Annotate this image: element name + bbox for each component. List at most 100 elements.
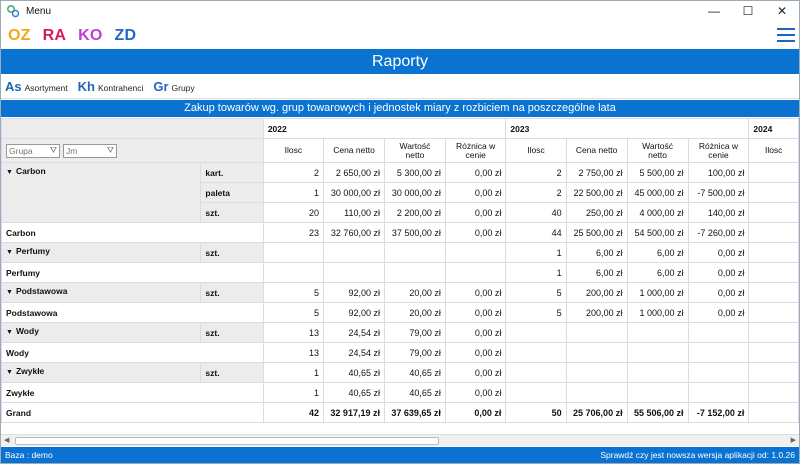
group-header-cell[interactable]: ▼ Podstawowa	[1, 282, 202, 303]
expand-toggle-icon[interactable]: ▼	[6, 289, 13, 296]
value-cell: 22 500,00 zł	[565, 182, 628, 203]
column-header-2[interactable]: Cena netto	[565, 138, 628, 163]
toolbar-kontrahenci-label: Kontrahenci	[97, 83, 144, 93]
column-header-4[interactable]: Różnica w cenie	[444, 138, 507, 163]
column-header-3[interactable]: Wartość netto	[383, 138, 446, 163]
value-cell	[565, 382, 628, 403]
value-cell: 24,54 zł	[323, 322, 385, 343]
value-cell: -7 500,00 zł	[687, 182, 750, 203]
group-name: Podstawowa	[15, 286, 68, 296]
value-cell: 20	[262, 202, 325, 223]
value-cell: 5	[262, 302, 325, 323]
value-cell: 0,00 zł	[444, 282, 507, 303]
value-cell: 0,00 zł	[687, 302, 750, 323]
group-header-cell[interactable]: ▼ Wody	[1, 322, 202, 343]
scrollbar-thumb[interactable]	[15, 437, 439, 445]
minimize-button[interactable]: —	[708, 4, 720, 18]
value-cell-2024	[748, 402, 799, 423]
close-button[interactable]: ✕	[776, 4, 788, 18]
status-update-link[interactable]: Sprawdź czy jest nowsza wersja aplikacji…	[600, 450, 795, 460]
column-header-1[interactable]: Ilosc	[505, 138, 567, 163]
group-header-cell[interactable]: ▼ Zwykłe	[1, 362, 202, 383]
value-cell-2024	[748, 262, 799, 283]
grand-total-row: Grand 42 32 917,19 zł 37 639,65 zł 0,00 zł 50…	[1, 402, 799, 423]
expand-toggle-icon[interactable]: ▼	[6, 169, 13, 176]
value-cell	[505, 382, 567, 403]
value-cell: 54 500,00 zł	[626, 222, 689, 243]
value-cell: 1 000,00 zł	[626, 302, 689, 323]
toolbar-asortyment-button[interactable]: As Asortyment	[5, 79, 68, 94]
expand-toggle-icon[interactable]: ▼	[6, 249, 13, 256]
value-cell-2024	[748, 362, 799, 383]
value-cell: 25 500,00 zł	[565, 222, 628, 243]
window-title: Menu	[26, 5, 52, 17]
toolbar-kontrahenci-button[interactable]: Kh Kontrahenci	[78, 79, 144, 94]
value-cell: 0,00 zł	[444, 342, 507, 363]
filter-icon[interactable]: ⛛	[49, 145, 57, 155]
group-total-row: Podstawowa 5 92,00 zł 20,00 zł 0,00 zł 5 200,0…	[1, 302, 799, 323]
column-header-row: Grupa ⛛ Jm ⛛ Ilosc Cena netto Wartość netto Róż…	[1, 138, 799, 163]
value-cell: 200,00 zł	[565, 282, 628, 303]
filter-jm-field[interactable]: Jm ⛛	[63, 143, 117, 158]
value-cell: 20,00 zł	[383, 302, 446, 323]
module-zd[interactable]: ZD	[114, 27, 137, 44]
column-header-4[interactable]: Różnica w cenie	[687, 138, 750, 163]
value-cell: 40,65 zł	[323, 382, 385, 403]
hamburger-menu-icon[interactable]	[777, 27, 795, 43]
value-cell: 200,00 zł	[565, 302, 628, 323]
column-header-3[interactable]: Wartość netto	[626, 138, 689, 163]
group-name: Wody	[15, 326, 39, 336]
value-cell: 40,65 zł	[383, 362, 446, 383]
filter-grupa-field[interactable]: Grupa ⛛	[6, 143, 60, 158]
table-row: szt. 20 110,00 zł 2 200,00 zł 0,00 zł 40 250,0…	[2, 202, 799, 223]
value-cell	[262, 242, 325, 263]
module-bar: OZ RA KO ZD	[1, 23, 799, 49]
expand-toggle-icon[interactable]: ▼	[6, 329, 13, 336]
value-cell-2024	[748, 242, 799, 263]
year-header-2023: 2023	[505, 118, 750, 139]
toolbar-asortyment-icon: As	[5, 79, 22, 94]
expand-toggle-icon[interactable]: ▼	[6, 369, 13, 376]
value-cell: 0,00 zł	[687, 282, 750, 303]
value-cell	[565, 342, 628, 363]
value-cell	[323, 242, 385, 263]
value-cell: 30 000,00 zł	[323, 182, 385, 203]
filter-grupa-label: Grupa	[9, 145, 33, 156]
value-cell: 1	[262, 362, 325, 383]
toolbar-kontrahenci-icon: Kh	[77, 79, 95, 94]
column-header-2[interactable]: Cena netto	[323, 138, 385, 163]
group-name: Perfumy	[15, 246, 50, 256]
maximize-button[interactable]: ☐	[742, 4, 754, 18]
table-row: ▼ Perfumy szt. 1 6,00 zł 6,00 zł 0,00 zł	[1, 242, 799, 263]
group-total-row: Carbon 23 32 760,00 zł 37 500,00 zł 0,00 zł 4…	[1, 222, 799, 243]
group-header-cell[interactable]: ▼ Perfumy	[1, 242, 202, 263]
scroll-right-icon[interactable]: ▶	[790, 437, 796, 444]
group-header-cell[interactable]: ▼ Carbon	[1, 162, 202, 223]
value-cell	[626, 362, 689, 383]
value-cell: 37 500,00 zł	[383, 222, 446, 243]
unit-cell: szt.	[200, 322, 264, 343]
value-cell: 24,54 zł	[323, 342, 385, 363]
value-cell: 50	[505, 402, 567, 423]
report-toolbar: As Asortyment Kh Kontrahenci Gr Grupy	[1, 75, 799, 99]
value-cell: 32 917,19 zł	[323, 402, 385, 423]
value-cell	[626, 382, 689, 403]
filter-cell: Grupa ⛛ Jm ⛛	[1, 138, 264, 163]
group-total-label: Carbon	[1, 222, 264, 243]
scroll-left-icon[interactable]: ◀	[4, 437, 10, 444]
toolbar-grupy-button[interactable]: Gr Grupy	[153, 79, 194, 94]
toolbar-asortyment-label: Asortyment	[24, 83, 68, 93]
group-name: Zwykłe	[15, 366, 45, 376]
report-title: Zakup towarów wg. grup towarowych i jedn…	[1, 100, 799, 117]
filter-icon[interactable]: ⛛	[106, 145, 114, 155]
horizontal-scrollbar[interactable]: ◀ ▶	[1, 434, 799, 446]
group-total-label: Perfumy	[1, 262, 264, 283]
column-header-1[interactable]: Ilosc	[262, 138, 325, 163]
column-header-2024-ilosc[interactable]: Ilosc	[748, 138, 799, 163]
module-ko[interactable]: KO	[78, 27, 103, 44]
value-cell: 79,00 zł	[383, 322, 446, 343]
value-cell: 110,00 zł	[323, 202, 385, 223]
value-cell	[505, 362, 567, 383]
module-ra[interactable]: RA	[42, 27, 67, 44]
module-oz[interactable]: OZ	[8, 27, 31, 44]
